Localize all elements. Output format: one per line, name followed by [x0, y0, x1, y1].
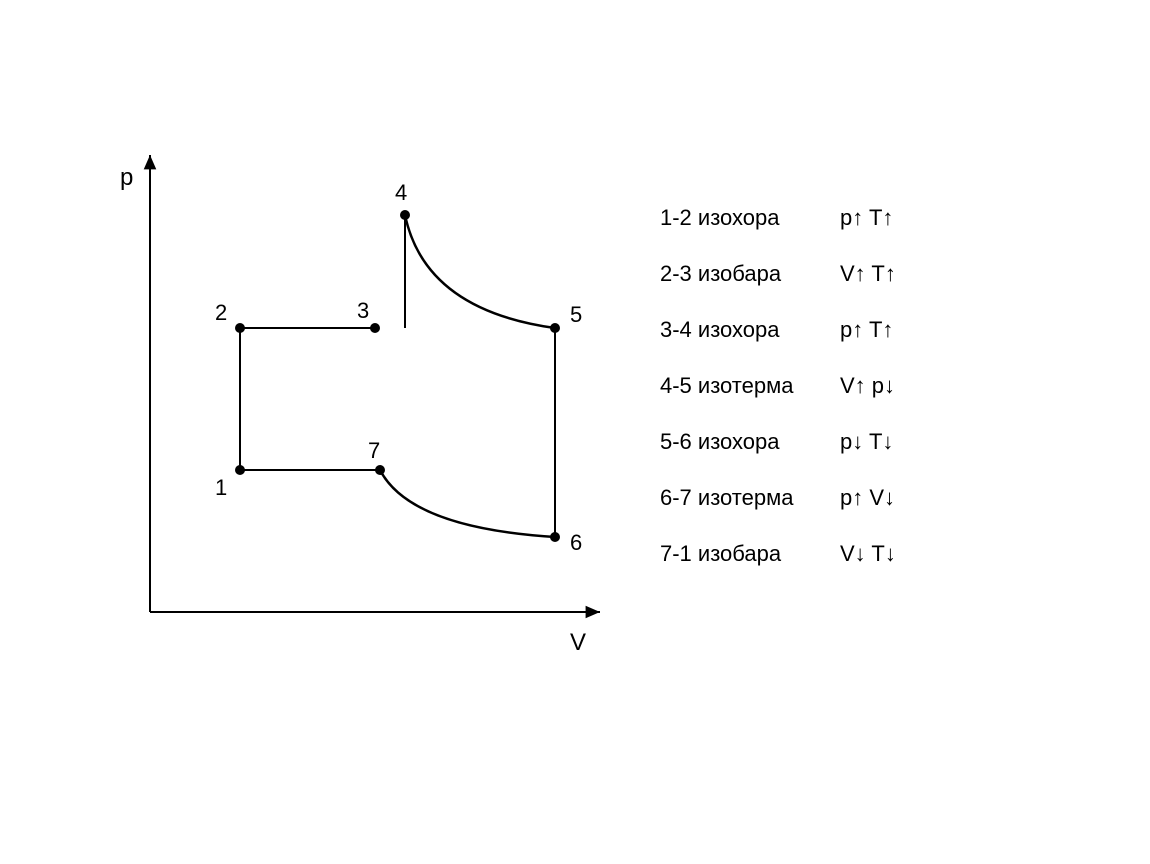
legend-row: 3-4 изохора p↑ T↑ [660, 317, 940, 343]
legend-change-label: V↓ T↓ [840, 541, 940, 567]
legend-process-label: 4-5 изотерма [660, 373, 840, 399]
svg-text:5: 5 [570, 302, 582, 327]
process-legend: 1-2 изохора p↑ T↑ 2-3 изобара V↑ T↑ 3-4 … [660, 205, 940, 597]
legend-process-label: 1-2 изохора [660, 205, 840, 231]
legend-change-label: p↑ V↓ [840, 485, 940, 511]
legend-row: 1-2 изохора p↑ T↑ [660, 205, 940, 231]
legend-change-label: p↓ T↓ [840, 429, 940, 455]
legend-row: 5-6 изохора p↓ T↓ [660, 429, 940, 455]
legend-row: 6-7 изотерма p↑ V↓ [660, 485, 940, 511]
legend-process-label: 3-4 изохора [660, 317, 840, 343]
legend-change-label: p↑ T↑ [840, 317, 940, 343]
legend-change-label: V↑ p↓ [840, 373, 940, 399]
svg-text:p: p [120, 164, 133, 191]
legend-process-label: 5-6 изохора [660, 429, 840, 455]
svg-text:1: 1 [215, 475, 227, 500]
legend-process-label: 6-7 изотерма [660, 485, 840, 511]
legend-process-label: 2-3 изобара [660, 261, 840, 287]
pv-diagram-svg: p V 1 2 3 4 5 6 7 [0, 0, 1150, 864]
svg-text:3: 3 [357, 298, 369, 323]
legend-change-label: p↑ T↑ [840, 205, 940, 231]
legend-process-label: 7-1 изобара [660, 541, 840, 567]
legend-row: 2-3 изобара V↑ T↑ [660, 261, 940, 287]
pv-diagram-container: p V 1 2 3 4 5 6 7 1-2 изохора p↑ T↑ 2-3 изобара … [0, 0, 1150, 864]
legend-row: 7-1 изобара V↓ T↓ [660, 541, 940, 567]
svg-text:2: 2 [215, 300, 227, 325]
legend-row: 4-5 изотерма V↑ p↓ [660, 373, 940, 399]
svg-text:6: 6 [570, 530, 582, 555]
svg-text:V: V [570, 629, 586, 656]
legend-change-label: V↑ T↑ [840, 261, 940, 287]
svg-text:4: 4 [395, 180, 407, 205]
svg-text:7: 7 [368, 438, 380, 463]
